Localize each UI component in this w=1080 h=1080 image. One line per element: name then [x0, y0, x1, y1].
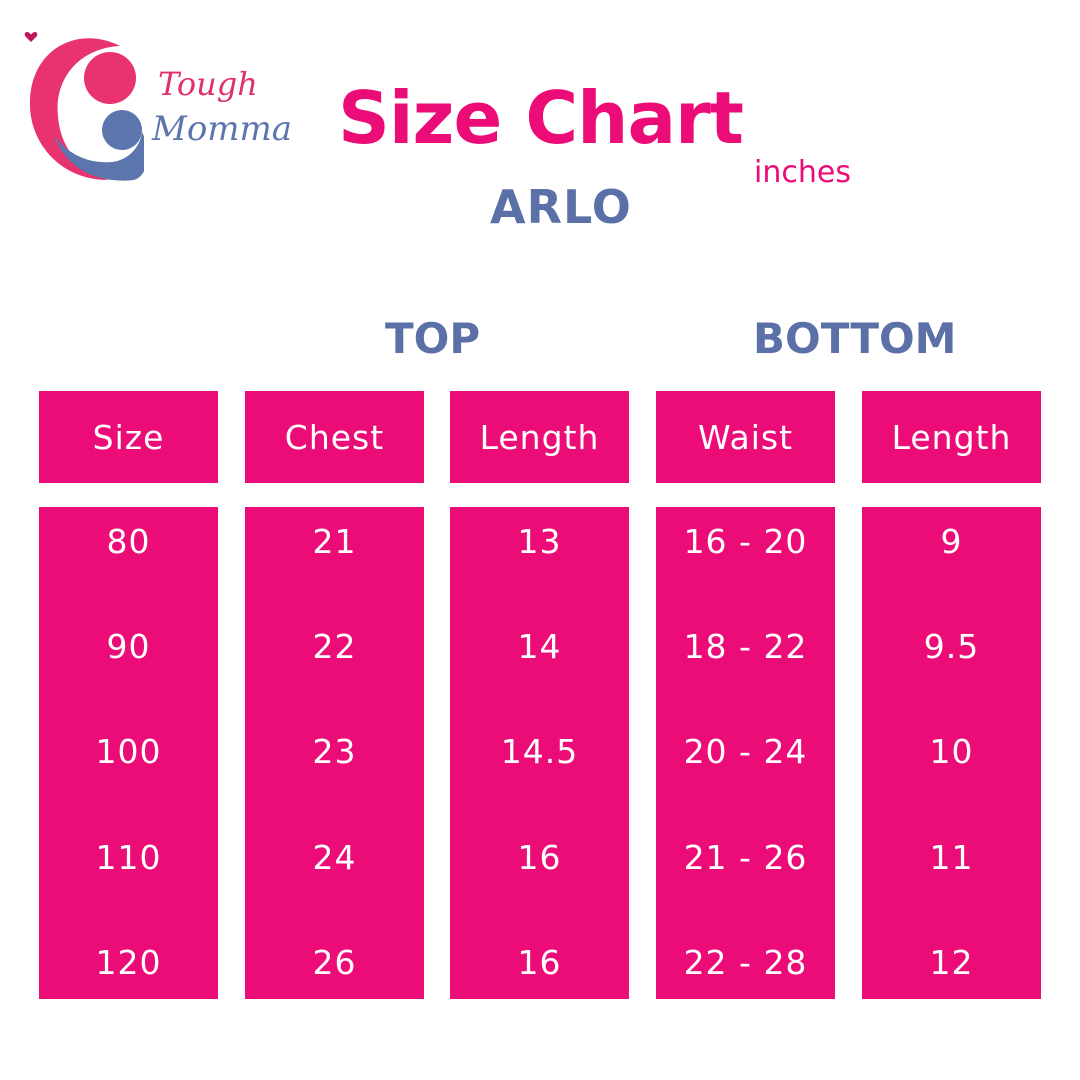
table-cell: 16	[517, 837, 562, 877]
column-header-bottom-length: Length	[862, 391, 1041, 483]
table-cell: 21	[312, 521, 357, 561]
table-cell: 14.5	[500, 731, 579, 771]
table-cell: 18 - 22	[683, 626, 808, 666]
brand-name-line1: Tough	[158, 65, 258, 103]
table-cell: 10	[929, 731, 974, 771]
unit-label: inches	[754, 155, 851, 190]
brand-logo: Tough Momma	[24, 30, 294, 190]
column-header-top-length: Length	[450, 391, 629, 483]
table-cell: 20 - 24	[683, 731, 808, 771]
table-cell: 22 - 28	[683, 942, 808, 982]
heart-icon	[24, 32, 38, 42]
page-title: Size Chart	[338, 76, 744, 160]
table-cell: 9.5	[923, 626, 980, 666]
product-name: ARLO	[490, 180, 632, 234]
table-cell: 16	[517, 942, 562, 982]
column-waist-values: 16 - 20 18 - 22 20 - 24 21 - 26 22 - 28	[656, 507, 835, 999]
column-header-waist: Waist	[656, 391, 835, 483]
table-cell: 80	[106, 521, 151, 561]
table-cell: 11	[929, 837, 974, 877]
table-cell: 110	[95, 837, 162, 877]
table-cell: 22	[312, 626, 357, 666]
column-header-size: Size	[39, 391, 218, 483]
column-top-length-values: 13 14 14.5 16 16	[450, 507, 629, 999]
column-chest-values: 21 22 23 24 26	[245, 507, 424, 999]
column-bottom-length-values: 9 9.5 10 11 12	[862, 507, 1041, 999]
top-group-label: TOP	[385, 314, 481, 363]
table-cell: 24	[312, 837, 357, 877]
table-cell: 23	[312, 731, 357, 771]
table-cell: 21 - 26	[683, 837, 808, 877]
table-cell: 26	[312, 942, 357, 982]
table-cell: 14	[517, 626, 562, 666]
column-header-chest: Chest	[245, 391, 424, 483]
column-size-values: 80 90 100 110 120	[39, 507, 218, 999]
table-cell: 100	[95, 731, 162, 771]
brand-name-line2: Momma	[152, 109, 293, 149]
table-cell: 12	[929, 942, 974, 982]
table-cell: 90	[106, 626, 151, 666]
bottom-group-label: BOTTOM	[753, 314, 957, 363]
table-cell: 120	[95, 942, 162, 982]
table-cell: 16 - 20	[683, 521, 808, 561]
table-cell: 13	[517, 521, 562, 561]
mother-child-icon	[29, 38, 144, 181]
table-cell: 9	[940, 521, 963, 561]
